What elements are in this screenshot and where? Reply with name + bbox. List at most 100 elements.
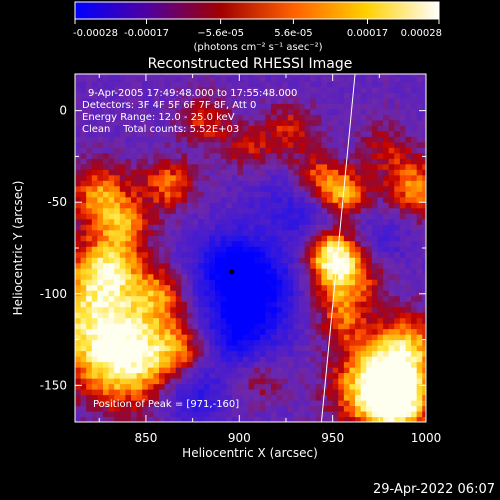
heatmap-cell xyxy=(131,350,138,357)
heatmap-cell xyxy=(248,361,255,368)
heatmap-cell xyxy=(422,130,426,137)
heatmap-cell xyxy=(310,103,317,110)
heatmap-cell xyxy=(153,301,160,308)
heatmap-cell xyxy=(299,251,306,258)
heatmap-cell xyxy=(237,229,244,236)
heatmap-cell xyxy=(360,273,367,280)
heatmap-cell xyxy=(237,268,244,275)
heatmap-cell xyxy=(108,284,115,291)
heatmap-cell xyxy=(265,141,272,148)
heatmap-cell xyxy=(226,334,233,341)
heatmap-cell xyxy=(371,141,379,148)
heatmap-cell xyxy=(108,251,115,258)
heatmap-cell xyxy=(254,389,261,396)
heatmap-cell xyxy=(321,290,328,297)
heatmap-cell xyxy=(259,334,267,341)
heatmap-cell xyxy=(159,306,166,313)
heatmap-cell xyxy=(243,147,250,154)
heatmap-cell xyxy=(293,152,300,159)
heatmap-cell xyxy=(321,301,328,308)
heatmap-cell xyxy=(215,97,222,104)
heatmap-cell xyxy=(416,74,423,77)
heatmap-cell xyxy=(131,394,138,401)
heatmap-cell xyxy=(259,273,267,280)
heatmap-cell xyxy=(131,295,138,302)
heatmap-cell xyxy=(271,257,278,264)
heatmap-cell xyxy=(377,301,384,308)
heatmap-cell xyxy=(259,295,267,302)
heatmap-cell xyxy=(259,147,267,154)
heatmap-cell xyxy=(343,218,351,225)
heatmap-cell xyxy=(153,81,160,88)
heatmap-cell xyxy=(248,169,255,176)
heatmap-cell xyxy=(394,180,401,187)
heatmap-cell xyxy=(388,416,395,422)
heatmap-cell xyxy=(411,207,418,214)
heatmap-cell xyxy=(271,405,278,412)
heatmap-cell xyxy=(103,257,110,264)
heatmap-cell xyxy=(187,202,194,209)
heatmap-cell xyxy=(91,411,98,418)
heatmap-cell xyxy=(293,416,300,422)
heatmap-cell xyxy=(349,180,356,187)
heatmap-cell xyxy=(187,273,194,280)
heatmap-cell xyxy=(299,301,306,308)
heatmap-cell xyxy=(203,119,211,126)
heatmap-cell xyxy=(86,268,93,275)
heatmap-cell xyxy=(321,345,328,352)
heatmap-cell xyxy=(254,163,261,170)
heatmap-cell xyxy=(388,306,395,313)
heatmap-cell xyxy=(315,81,323,88)
heatmap-cell xyxy=(91,262,98,269)
heatmap-cell xyxy=(187,191,194,198)
heatmap-cell xyxy=(310,356,317,363)
heatmap-cell xyxy=(399,147,407,154)
heatmap-cell xyxy=(131,136,138,143)
heatmap-cell xyxy=(276,224,283,231)
heatmap-cell xyxy=(220,394,227,401)
heatmap-cell xyxy=(377,378,384,385)
heatmap-cell xyxy=(108,268,115,275)
heatmap-cell xyxy=(103,229,110,236)
heatmap-cell xyxy=(360,202,367,209)
heatmap-cell xyxy=(310,361,317,368)
heatmap-cell xyxy=(231,312,239,319)
heatmap-cell xyxy=(136,92,143,99)
heatmap-cell xyxy=(203,350,211,357)
heatmap-cell xyxy=(355,114,362,121)
heatmap-cell xyxy=(377,284,384,291)
heatmap-cell xyxy=(293,119,300,126)
heatmap-cell xyxy=(103,317,110,324)
heatmap-cell xyxy=(422,312,426,319)
heatmap-cell xyxy=(75,224,82,231)
heatmap-cell xyxy=(321,202,328,209)
heatmap-cell xyxy=(315,125,323,132)
heatmap-cell xyxy=(388,185,395,192)
heatmap-cell xyxy=(209,306,216,313)
heatmap-cell xyxy=(299,389,306,396)
heatmap-cell xyxy=(304,81,311,88)
heatmap-cell xyxy=(220,378,227,385)
heatmap-cell xyxy=(164,114,171,121)
heatmap-cell xyxy=(103,119,110,126)
heatmap-cell xyxy=(377,328,384,335)
heatmap-cell xyxy=(170,268,177,275)
heatmap-cell xyxy=(399,81,407,88)
heatmap-cell xyxy=(371,345,379,352)
heatmap-cell xyxy=(343,284,351,291)
heatmap-cell xyxy=(355,75,362,82)
heatmap-cell xyxy=(198,251,205,258)
heatmap-cell xyxy=(192,130,199,137)
heatmap-cell xyxy=(254,273,261,280)
heatmap-cell xyxy=(203,301,211,308)
annotation-line: Clean Total counts: 5.52E+03 xyxy=(82,124,239,135)
heatmap-cell xyxy=(80,158,87,165)
heatmap-cell xyxy=(170,103,177,110)
heatmap-cell xyxy=(399,306,407,313)
heatmap-cell xyxy=(103,74,110,77)
heatmap-cell xyxy=(153,251,160,258)
heatmap-cell xyxy=(142,372,149,379)
heatmap-cell xyxy=(125,345,132,352)
heatmap-cell xyxy=(287,81,295,88)
heatmap-cell xyxy=(215,334,222,341)
